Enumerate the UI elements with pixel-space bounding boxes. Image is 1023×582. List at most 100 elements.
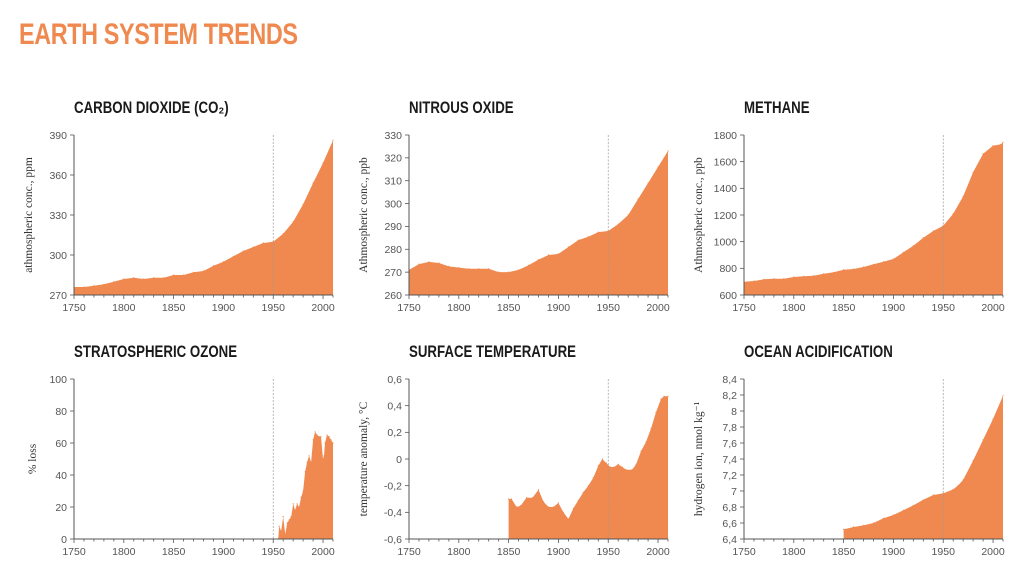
data-point	[617, 223, 619, 225]
data-point	[667, 150, 669, 152]
y-tick-label: 0,6	[387, 374, 402, 386]
y-tick-label: 0	[396, 454, 402, 466]
data-point	[468, 268, 470, 270]
data-point	[587, 236, 589, 238]
y-tick-label: 390	[49, 130, 67, 142]
y-axis-label: % loss	[27, 443, 39, 474]
x-tick-label: 2000	[981, 302, 1005, 314]
data-point	[133, 277, 135, 279]
data-point	[952, 488, 954, 490]
x-tick-label: 1850	[497, 302, 521, 314]
data-point	[640, 450, 642, 452]
chart-title: OCEAN ACIDIFICATION	[744, 342, 893, 361]
x-tick-label: 1750	[732, 302, 756, 314]
x-tick-label: 2000	[311, 302, 335, 314]
y-tick-label: 40	[55, 470, 67, 482]
y-tick-label: 320	[384, 153, 402, 165]
data-point	[582, 491, 584, 493]
data-point	[322, 458, 324, 460]
chart-surface-temperature: 1750 1800 1850 1900 1950 2000 -0,6 -0,4 -0,2 0 0,2…	[358, 374, 670, 558]
x-tick-label: 1850	[832, 546, 856, 558]
data-point	[294, 509, 296, 511]
x-tick-label: 2000	[646, 302, 670, 314]
data-point	[232, 255, 234, 257]
y-tick-label: 600	[719, 290, 737, 302]
y-tick-label: 270	[384, 267, 402, 279]
data-point	[113, 281, 115, 283]
y-tick-label: 0,2	[387, 427, 402, 439]
x-tick-label: 1950	[597, 546, 621, 558]
data-point	[577, 239, 579, 241]
y-tick-label: 0,4	[387, 400, 402, 412]
data-point	[488, 268, 490, 270]
data-point	[625, 469, 627, 471]
data-point	[302, 203, 304, 205]
data-point	[320, 436, 322, 438]
x-tick-label: 1750	[397, 546, 421, 558]
data-area	[508, 396, 668, 539]
data-point	[627, 214, 629, 216]
data-point	[212, 265, 215, 267]
data-point	[922, 237, 924, 239]
x-tick-label: 1850	[162, 302, 186, 314]
x-tick-label: 1800	[112, 302, 136, 314]
x-tick-label: 2000	[981, 546, 1005, 558]
chart-title: STRATOSPHERIC OZONE	[74, 342, 238, 361]
data-point	[312, 439, 314, 441]
y-tick-label: 100	[49, 374, 67, 386]
data-point	[284, 533, 286, 535]
data-point	[304, 471, 306, 473]
x-tick-label: 1900	[212, 302, 236, 314]
data-point	[511, 498, 513, 500]
data-point	[222, 261, 224, 263]
data-point	[93, 285, 95, 287]
data-point	[609, 466, 611, 468]
x-tick-label: 2000	[646, 546, 670, 558]
y-tick-label: 800	[719, 263, 737, 275]
data-point	[635, 463, 637, 465]
data-point	[972, 171, 974, 173]
y-tick-label: 290	[384, 221, 402, 233]
data-point	[803, 275, 805, 277]
data-point	[601, 458, 603, 460]
data-point	[537, 489, 540, 491]
y-tick-label: 7,8	[722, 422, 737, 434]
data-point	[813, 275, 815, 277]
data-point	[330, 439, 332, 441]
y-tick-label: 6,4	[722, 534, 737, 546]
data-point	[323, 455, 325, 457]
data-point	[587, 485, 589, 487]
data-point	[793, 276, 795, 278]
data-point	[562, 511, 564, 513]
data-point	[308, 455, 310, 457]
data-point	[310, 461, 312, 463]
data-point	[314, 431, 316, 433]
panel-carbon-dioxide: CARBON DIOXIDE (CO₂) 1750 1800 1850 1900 195…	[20, 98, 355, 338]
chart-title: NITROUS OXIDE	[409, 98, 514, 117]
data-point	[763, 278, 765, 280]
y-tick-label: 300	[384, 198, 402, 210]
data-point	[972, 460, 974, 462]
data-point	[567, 246, 569, 248]
data-point	[278, 525, 280, 527]
data-area	[843, 395, 1003, 539]
y-tick-label: 20	[55, 502, 67, 514]
data-point	[292, 221, 294, 223]
data-point	[326, 434, 328, 436]
data-point	[843, 269, 845, 271]
y-tick-label: 310	[384, 176, 402, 188]
y-tick-label: 1600	[714, 156, 738, 168]
panel-methane: METHANE 1750 1800 1850 1900 1950 2000 600 800 10…	[690, 98, 1023, 338]
data-point	[280, 530, 282, 532]
chart-methane: 1750 1800 1850 1900 1950 2000 600 800 1000 1200 14…	[693, 130, 1005, 314]
data-point	[605, 462, 607, 464]
x-tick-label: 1750	[397, 302, 421, 314]
x-tick-label: 1750	[732, 546, 756, 558]
y-tick-label: 300	[49, 250, 67, 262]
page-title: EARTH SYSTEM TRENDS	[19, 18, 298, 51]
data-point	[547, 254, 550, 256]
data-point	[282, 233, 284, 235]
panel-nitrous-oxide: NITROUS OXIDE 1750 1800 1850 1900 1950 2000 26…	[355, 98, 690, 338]
y-tick-label: 1400	[714, 183, 738, 195]
y-tick-label: 270	[49, 290, 67, 302]
